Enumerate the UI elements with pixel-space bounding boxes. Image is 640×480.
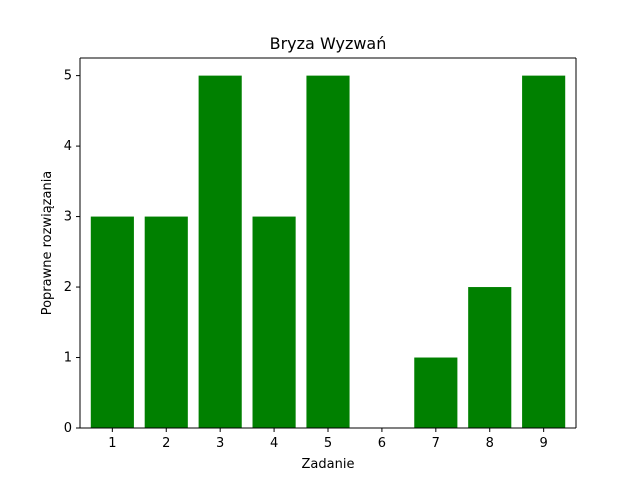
- bar-9: [522, 75, 566, 428]
- bar-1: [90, 216, 134, 428]
- x-tick-label-4: 4: [270, 436, 278, 451]
- x-ticks-layer: 1 2 3 4 5 6 7 8 9: [108, 428, 548, 451]
- x-tick-label-8: 8: [486, 436, 494, 451]
- x-tick-label-9: 9: [540, 436, 548, 451]
- bar-8: [468, 287, 512, 428]
- y-tick-label-5: 5: [64, 69, 72, 84]
- bar-2: [144, 216, 188, 428]
- x-tick-label-5: 5: [324, 436, 332, 451]
- y-axis-label: Poprawne rozwiązania: [40, 171, 55, 316]
- bar-4: [252, 216, 296, 428]
- bar-7: [414, 357, 458, 428]
- x-tick-label-6: 6: [378, 436, 386, 451]
- y-tick-label-3: 3: [64, 210, 72, 225]
- x-tick-label-1: 1: [108, 436, 116, 451]
- y-tick-label-4: 4: [64, 139, 72, 154]
- bar-5: [306, 75, 350, 428]
- chart-title: Bryza Wyzwań: [270, 34, 387, 53]
- y-tick-label-0: 0: [64, 421, 72, 436]
- y-tick-label-1: 1: [64, 351, 72, 366]
- bar-3: [198, 75, 242, 428]
- bars-layer: [90, 75, 566, 428]
- x-tick-label-2: 2: [162, 436, 170, 451]
- x-tick-label-7: 7: [432, 436, 440, 451]
- x-axis-label: Zadanie: [302, 457, 355, 472]
- x-tick-label-3: 3: [216, 436, 224, 451]
- y-ticks-layer: 0 1 2 3 4 5: [64, 69, 80, 436]
- y-tick-label-2: 2: [64, 280, 72, 295]
